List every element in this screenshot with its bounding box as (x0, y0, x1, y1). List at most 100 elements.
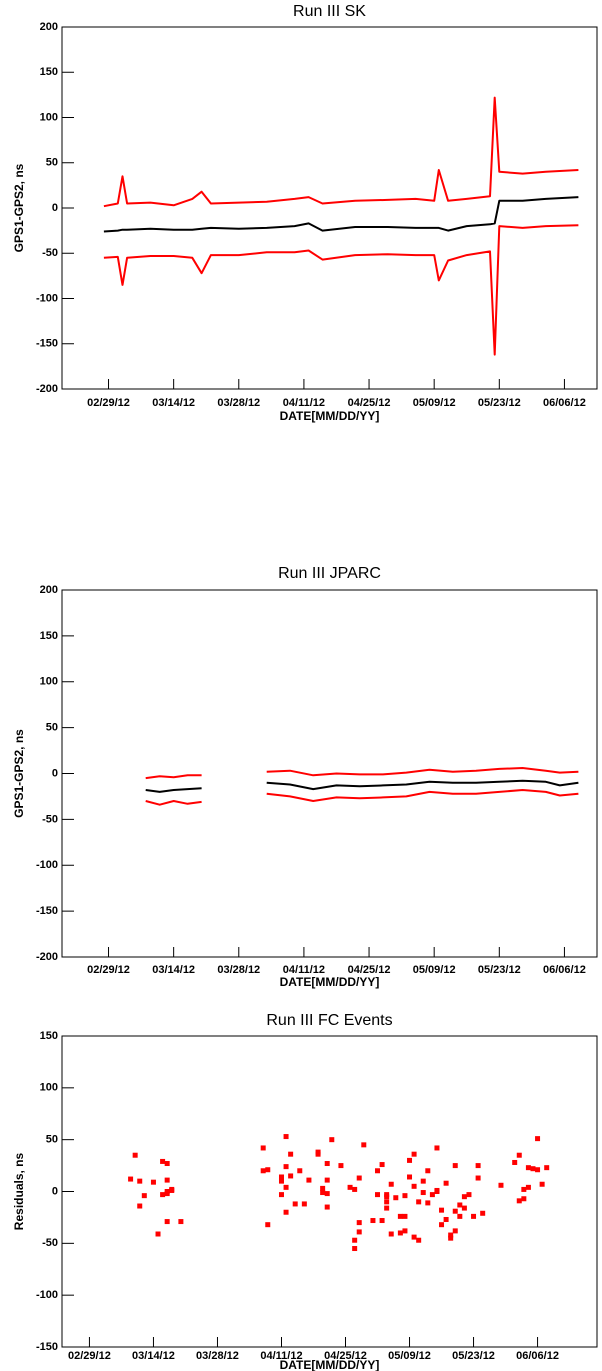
data-point (411, 1151, 417, 1157)
data-point (407, 1157, 413, 1163)
data-point (338, 1163, 344, 1169)
y-tick-label: -50 (42, 1237, 58, 1249)
y-tick-label: -100 (36, 859, 58, 871)
data-point (525, 1184, 531, 1190)
data-point (283, 1209, 289, 1215)
y-tick-label: -200 (36, 951, 58, 963)
y-tick-label: 100 (40, 111, 58, 123)
data-point (347, 1184, 353, 1190)
data-point (155, 1231, 161, 1237)
x-tick-label: 02/29/12 (87, 964, 130, 976)
x-tick-label: 04/11/12 (260, 1350, 302, 1362)
data-point (160, 1158, 166, 1164)
data-point (320, 1190, 326, 1196)
data-point (411, 1234, 417, 1240)
data-point (388, 1231, 394, 1237)
data-point (448, 1235, 454, 1241)
data-point (379, 1218, 385, 1224)
data-point (498, 1182, 504, 1188)
x-tick-label: 03/28/12 (217, 397, 260, 409)
data-point (397, 1213, 403, 1219)
data-line (145, 779, 579, 793)
chart-title: Run III SK (293, 3, 366, 20)
data-point (164, 1219, 170, 1225)
data-point (425, 1200, 431, 1206)
data-point (128, 1176, 134, 1182)
y-tick-label: 0 (52, 767, 58, 779)
y-tick-label: 150 (40, 1030, 58, 1042)
data-point (443, 1216, 449, 1222)
x-tick-label: 06/06/12 (543, 964, 586, 976)
y-tick-label: -100 (36, 292, 58, 304)
y-tick-label: 50 (46, 1134, 58, 1146)
data-point (402, 1193, 408, 1199)
data-point (402, 1213, 408, 1219)
data-point (283, 1134, 289, 1140)
y-tick-label: 200 (40, 21, 58, 33)
data-point (512, 1159, 518, 1165)
data-point (278, 1174, 284, 1180)
x-tick-label: 05/23/12 (478, 964, 521, 976)
data-point (297, 1168, 303, 1174)
data-point (178, 1219, 184, 1225)
data-point (324, 1204, 330, 1210)
data-point (288, 1151, 294, 1157)
data-point (375, 1168, 381, 1174)
data-point (461, 1194, 467, 1200)
x-tick-label: 06/06/12 (543, 397, 586, 409)
data-point (425, 1168, 431, 1174)
data-point (164, 1191, 170, 1197)
y-tick-label: 0 (52, 1185, 58, 1197)
x-tick-label: 05/09/12 (413, 964, 456, 976)
data-point (544, 1165, 550, 1171)
data-point (278, 1192, 284, 1198)
data-point (150, 1179, 156, 1185)
x-axis-label: DATE[MM/DD/YY] (280, 409, 380, 423)
data-point (352, 1246, 358, 1252)
data-point (439, 1222, 445, 1228)
data-point (416, 1237, 422, 1243)
x-axis-label: DATE[MM/DD/YY] (280, 1358, 380, 1371)
y-tick-label: 0 (52, 202, 58, 214)
data-point (356, 1220, 362, 1226)
data-point (288, 1173, 294, 1179)
data-point (393, 1195, 399, 1201)
data-point (384, 1199, 390, 1205)
y-tick-label: 150 (40, 66, 58, 78)
data-point (164, 1161, 170, 1167)
x-tick-label: 02/29/12 (87, 397, 130, 409)
data-point (278, 1178, 284, 1184)
data-point (283, 1164, 289, 1170)
y-tick-label: 100 (40, 676, 58, 688)
data-point (452, 1163, 458, 1169)
data-point (530, 1166, 536, 1172)
data-point (429, 1192, 435, 1198)
chart-title: Run III JPARC (278, 565, 381, 582)
data-point (370, 1218, 376, 1224)
data-point (420, 1178, 426, 1184)
data-point (315, 1151, 321, 1157)
y-tick-label: 50 (46, 157, 58, 169)
data-point (434, 1189, 440, 1194)
data-point (160, 1192, 166, 1198)
data-point (384, 1192, 390, 1198)
data-point (137, 1203, 143, 1209)
data-point (356, 1175, 362, 1181)
data-point (471, 1213, 477, 1219)
y-axis-label: GPS1-GPS2, ns (12, 163, 26, 252)
x-tick-label: 05/23/12 (452, 1350, 495, 1362)
data-point (448, 1232, 454, 1238)
plot-frame (61, 26, 598, 390)
data-point (416, 1199, 422, 1205)
data-point (461, 1205, 467, 1211)
data-point (324, 1177, 330, 1183)
y-tick-label: -150 (36, 905, 58, 917)
data-line (145, 789, 579, 806)
x-tick-label: 05/09/12 (388, 1350, 431, 1362)
x-tick-label: 04/25/12 (348, 397, 391, 409)
data-point (516, 1152, 522, 1158)
data-point (132, 1152, 138, 1158)
y-tick-label: -50 (42, 247, 58, 259)
data-point (137, 1178, 143, 1184)
